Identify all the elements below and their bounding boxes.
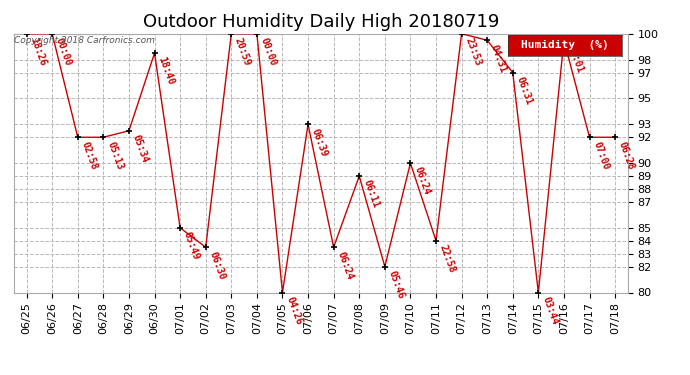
Text: 06:11: 06:11 (361, 178, 380, 210)
Text: 07:01: 07:01 (566, 43, 585, 74)
Text: 06:39: 06:39 (310, 127, 329, 158)
Text: 22:58: 22:58 (437, 243, 457, 274)
Text: 06:24: 06:24 (335, 250, 355, 281)
Text: 18:26: 18:26 (28, 36, 48, 68)
Text: 05:49: 05:49 (182, 230, 201, 261)
Text: 04:31: 04:31 (489, 43, 509, 74)
Text: 05:34: 05:34 (130, 134, 150, 164)
Text: 06:31: 06:31 (515, 75, 534, 106)
Text: 00:00: 00:00 (259, 36, 278, 68)
Text: 03:44: 03:44 (540, 295, 560, 326)
Text: 06:24: 06:24 (412, 166, 432, 197)
Text: 06:28: 06:28 (617, 140, 636, 171)
Text: 06:30: 06:30 (208, 250, 227, 281)
Text: 07:00: 07:00 (591, 140, 611, 171)
Title: Outdoor Humidity Daily High 20180719: Outdoor Humidity Daily High 20180719 (143, 13, 499, 31)
Text: Copyright 2018 Carfronics.com: Copyright 2018 Carfronics.com (14, 36, 155, 45)
Text: 00:00: 00:00 (54, 36, 73, 68)
Text: 05:46: 05:46 (386, 269, 406, 300)
Text: 23:53: 23:53 (464, 36, 483, 68)
Text: 18:40: 18:40 (157, 56, 176, 87)
Text: 02:58: 02:58 (79, 140, 99, 171)
Text: 04:26: 04:26 (284, 295, 304, 326)
Text: 20:59: 20:59 (233, 36, 253, 68)
Text: 05:13: 05:13 (105, 140, 125, 171)
